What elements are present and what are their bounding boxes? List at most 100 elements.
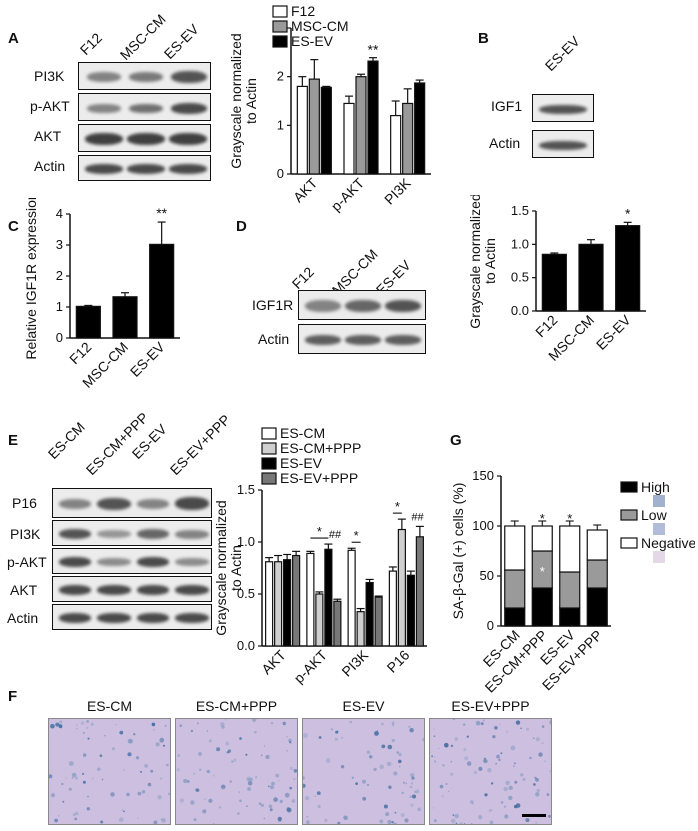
y-axis-label: to Actin	[243, 78, 259, 124]
stained-cell	[161, 818, 166, 823]
stained-cell	[196, 722, 199, 725]
bar	[75, 305, 101, 339]
lane-label: ES-CM	[44, 418, 88, 462]
stained-cell	[239, 799, 242, 803]
stained-cell	[163, 744, 165, 747]
image-title: ES-EV+PPP	[451, 698, 530, 714]
significance-mark: *	[540, 564, 545, 579]
blot-row-label: PI3K	[34, 68, 65, 84]
stained-cell	[405, 782, 408, 785]
stained-cell	[123, 810, 125, 813]
stained-cell	[68, 761, 74, 766]
stained-cell	[498, 754, 500, 756]
stained-cell	[247, 787, 251, 791]
stained-cell	[525, 818, 530, 823]
stained-cell	[408, 725, 411, 728]
stained-cell	[224, 719, 227, 721]
stained-cell	[398, 759, 402, 764]
stained-cell	[366, 750, 371, 755]
stained-cell	[269, 785, 275, 790]
stacked-bar-segment	[559, 571, 581, 609]
stacked-bar-segment	[586, 559, 608, 589]
stained-cell	[514, 780, 518, 784]
stained-cell	[100, 820, 104, 824]
stained-cell	[452, 814, 455, 817]
stained-cell	[137, 817, 139, 819]
stained-cell	[492, 735, 496, 739]
stained-cell	[548, 814, 551, 818]
stained-cell	[62, 800, 65, 803]
stained-cell	[141, 790, 146, 794]
bar	[343, 102, 355, 175]
significance-mark: **	[565, 556, 575, 571]
stained-cell	[520, 727, 522, 730]
bar	[324, 548, 333, 647]
stained-cell	[337, 821, 341, 824]
stained-cell	[291, 799, 296, 803]
stained-cell	[526, 727, 529, 731]
y-axis-label: to Actin	[228, 545, 244, 591]
stained-cell	[413, 790, 417, 793]
significance-mark: *	[354, 528, 359, 543]
bar-chart-b: 0.0 0.5 1.0 1.5 Grayscale normalized to Actin…	[467, 195, 646, 364]
stained-cell	[374, 731, 379, 736]
stained-cell	[415, 789, 420, 794]
stacked-bar-segment	[531, 587, 553, 627]
stained-cell	[245, 753, 248, 756]
blot-row-label: p-AKT	[7, 554, 47, 570]
stained-cell	[76, 724, 78, 726]
legend-label: ES-EV	[291, 33, 334, 49]
stained-cell	[233, 758, 237, 762]
stained-cell	[409, 728, 414, 733]
blot-row-label: P16	[12, 495, 37, 511]
bar	[367, 60, 379, 175]
legend-swatch	[261, 472, 277, 485]
stained-cell	[387, 820, 392, 824]
y-tick-label: 1.5	[237, 482, 255, 497]
stained-cell	[379, 764, 384, 770]
blot-row-label: IGF1R	[252, 297, 294, 313]
stained-cell	[303, 783, 306, 788]
stained-cell	[504, 814, 509, 819]
stained-cell	[213, 775, 215, 777]
legend-cell-thumbnail	[653, 551, 665, 563]
stained-cell	[432, 807, 434, 809]
panel-label-a: A	[8, 30, 19, 47]
stained-cell	[515, 720, 521, 725]
stained-cell	[260, 803, 264, 807]
panel-label-e: E	[8, 432, 19, 449]
stained-cell	[252, 719, 257, 722]
stained-cell	[86, 807, 90, 811]
western-blot-strip	[298, 290, 426, 320]
stained-cell	[193, 772, 196, 775]
x-tick-label: PI3K	[381, 174, 414, 207]
stained-cell	[495, 763, 497, 765]
stained-cell	[54, 818, 58, 823]
bar	[578, 243, 604, 312]
stained-cell	[466, 735, 469, 738]
legend-label: Negative	[641, 535, 695, 551]
stained-cell	[115, 723, 117, 726]
stained-cell	[318, 736, 322, 739]
legend-swatch	[261, 442, 277, 455]
stained-cell	[293, 769, 297, 773]
stained-cell	[83, 753, 87, 757]
stained-cell	[72, 813, 76, 816]
significance-mark: *	[317, 524, 322, 539]
stained-cell	[488, 809, 492, 813]
stained-cell	[464, 756, 469, 761]
stained-cell	[166, 763, 169, 767]
stained-cell	[514, 804, 518, 809]
stained-cell	[470, 800, 474, 804]
stained-cell	[268, 804, 273, 809]
western-blot-strip	[52, 520, 212, 546]
stained-cell	[49, 774, 53, 779]
stained-cell	[340, 736, 344, 740]
stained-cell	[50, 793, 56, 798]
significance-mark: *	[540, 511, 545, 526]
stained-cell	[450, 818, 456, 824]
western-blot-strip	[298, 324, 426, 354]
stained-cell	[74, 811, 79, 816]
